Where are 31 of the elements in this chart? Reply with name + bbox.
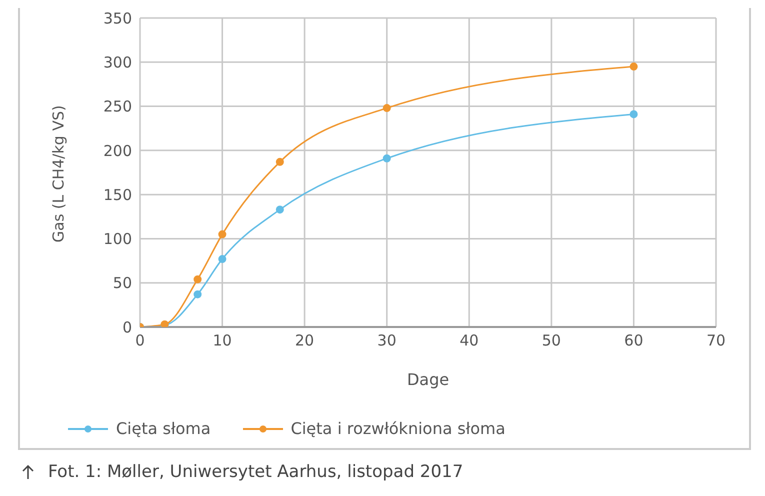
y-tick-label: 300	[103, 53, 132, 72]
point	[276, 158, 284, 166]
legend-label: Cięta i rozwłókniona słoma	[290, 419, 506, 438]
x-tick-label: 40	[460, 332, 479, 350]
point	[218, 230, 226, 238]
point	[194, 275, 202, 284]
point	[630, 62, 638, 71]
y-tick-label: 50	[112, 274, 132, 292]
y-tick-label: 350	[103, 9, 132, 28]
x-tick-label: 10	[212, 332, 232, 350]
point	[630, 110, 638, 118]
y-tick-label: 250	[103, 98, 132, 116]
y-tick-label: 200	[103, 142, 132, 160]
x-tick-label: 50	[542, 332, 561, 350]
x-tick-label: 60	[624, 332, 644, 350]
point	[194, 290, 202, 298]
x-tick-label: 30	[377, 332, 396, 350]
y-tick-label: 150	[103, 186, 132, 204]
x-tick-label: 70	[706, 332, 726, 350]
point	[218, 255, 226, 264]
y-tick-label: 0	[122, 318, 132, 336]
text: Fot. 1: Møller, Uniwersytet Aarhus, listopad 2017	[48, 462, 464, 482]
point	[382, 154, 391, 162]
x-tick-label: 20	[295, 332, 314, 350]
y-axis-title: Gas (L CH4/kg VS)	[49, 105, 68, 242]
point	[382, 104, 391, 112]
x-tick-label: 0	[135, 332, 145, 350]
x-axis-title: Dage	[406, 370, 450, 389]
legend-label: Cięta słoma	[116, 419, 211, 438]
y-tick-label: 100	[103, 230, 132, 248]
point	[276, 206, 284, 214]
